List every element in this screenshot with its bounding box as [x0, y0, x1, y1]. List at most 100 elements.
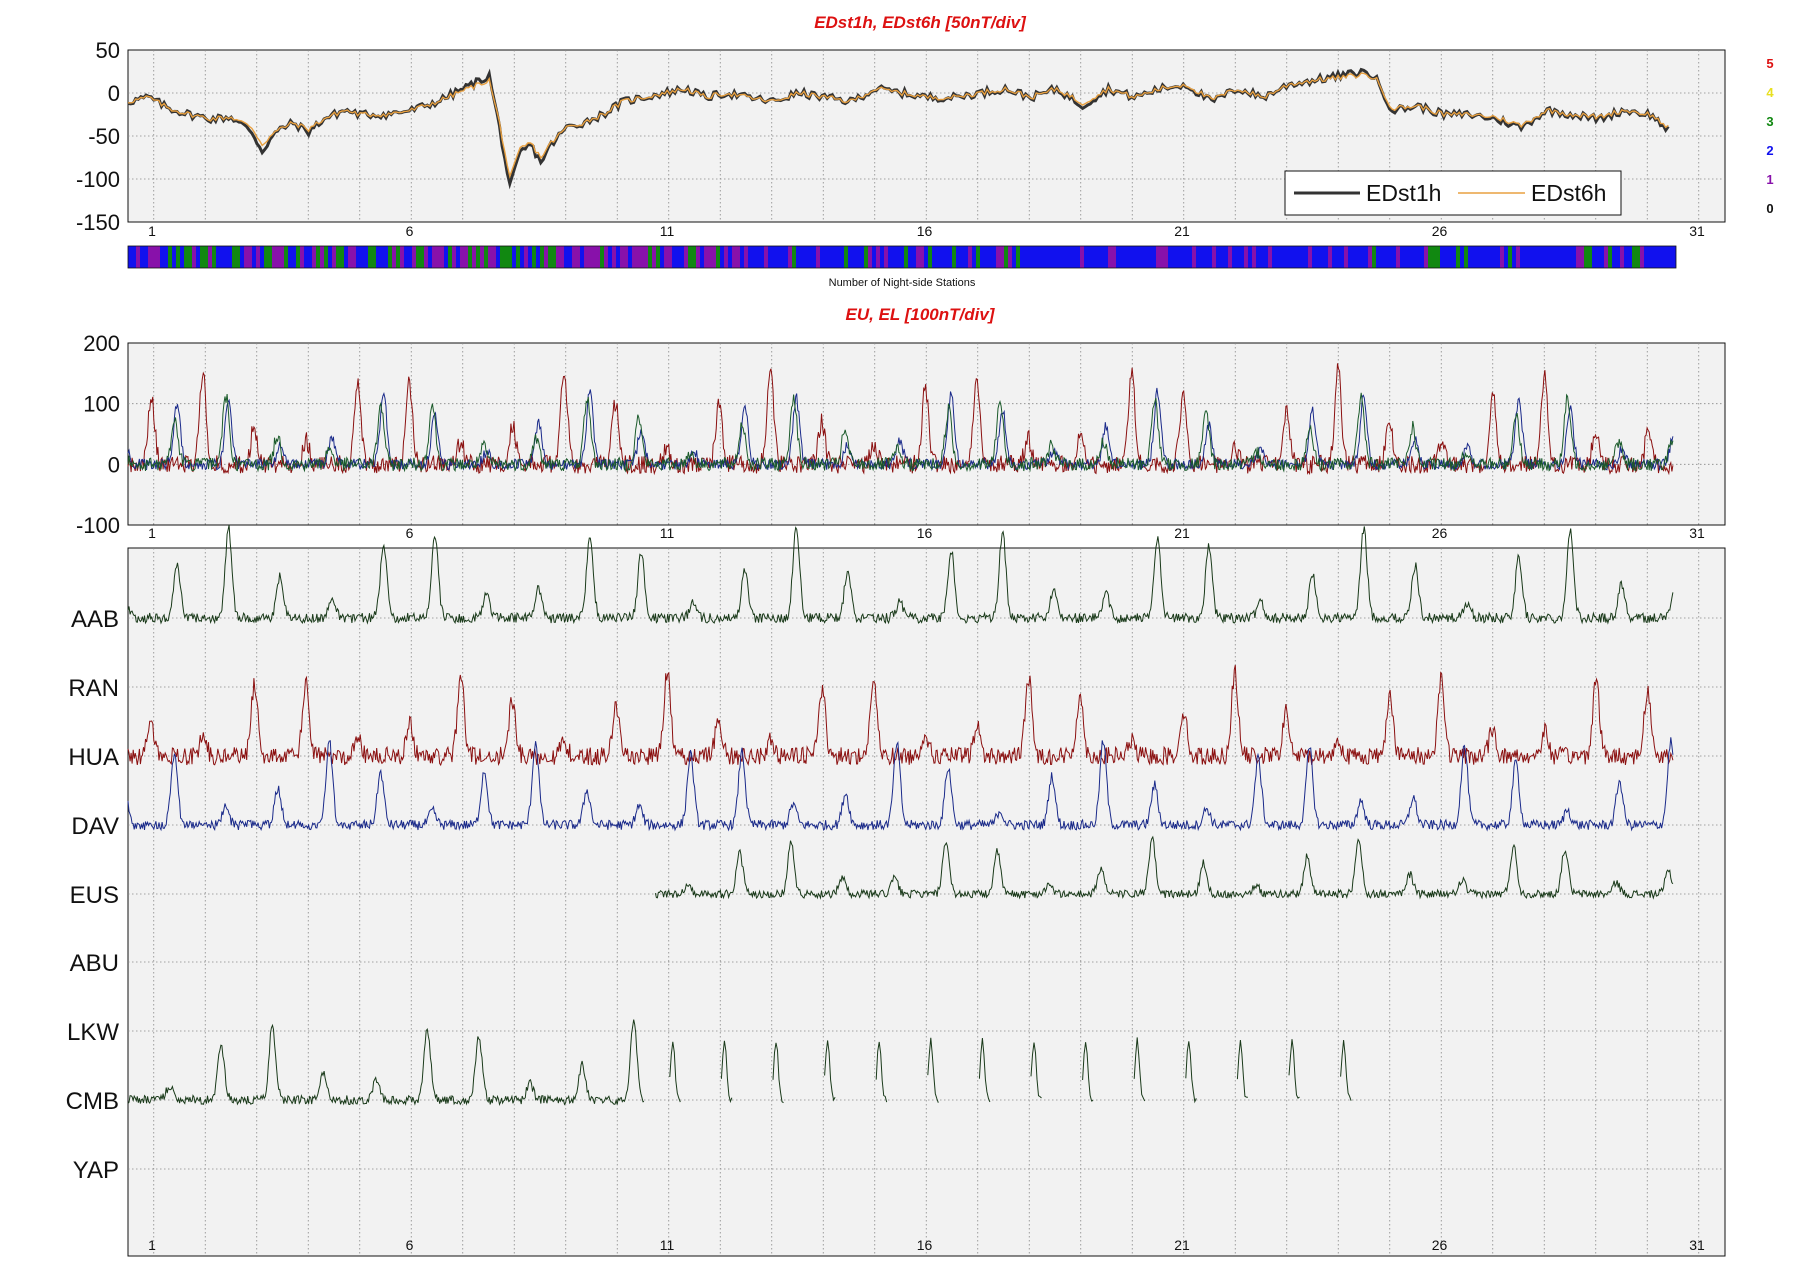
strip-cell [436, 246, 440, 268]
strip-cell [1096, 246, 1100, 268]
strip-cell [628, 246, 632, 268]
strip-cell [964, 246, 968, 268]
strip-cell [1380, 246, 1384, 268]
strip-cell [1244, 246, 1248, 268]
strip-cell [864, 246, 868, 268]
strip-cell [916, 246, 920, 268]
eu-el-series-line [127, 387, 1674, 472]
strip-cell [1008, 246, 1012, 268]
strip-cell [1432, 246, 1436, 268]
strip-cell [324, 246, 328, 268]
strip-cell [376, 246, 380, 268]
strip-cell [1628, 246, 1632, 268]
strip-cell [1580, 246, 1584, 268]
strip-cell [832, 246, 836, 268]
strip-cell [1276, 246, 1280, 268]
strip-cell [420, 246, 424, 268]
y-tick-label: 100 [83, 392, 120, 417]
strip-cell [504, 246, 508, 268]
x-tick-label: 1 [148, 525, 156, 541]
strip-cell [1428, 246, 1432, 268]
strip-cell [132, 246, 136, 268]
strip-cell [1232, 246, 1236, 268]
strip-cell [1564, 246, 1568, 268]
strip-cell [972, 246, 976, 268]
strip-cell [1136, 246, 1140, 268]
strip-cell [284, 246, 288, 268]
strip-cell [1180, 246, 1184, 268]
strip-cell [216, 246, 220, 268]
strip-cell [1488, 246, 1492, 268]
strip-cell [852, 246, 856, 268]
station-trace [127, 1019, 645, 1107]
strip-cell [164, 246, 168, 268]
strip-cell [308, 246, 312, 268]
strip-cell [1552, 246, 1556, 268]
station-trace [127, 664, 1674, 767]
strip-cell [1520, 246, 1524, 268]
strip-cell [556, 246, 560, 268]
strip-cell [656, 246, 660, 268]
strip-cell [1632, 246, 1636, 268]
strip-cell [704, 246, 708, 268]
strip-cell [888, 246, 892, 268]
strip-cell [1268, 246, 1272, 268]
strip-cell [1648, 246, 1652, 268]
station-label: CMB [66, 1088, 119, 1115]
strip-cell [312, 246, 316, 268]
strip-cell [1192, 246, 1196, 268]
strip-cell [760, 246, 764, 268]
x-tick-label: 1 [148, 1237, 156, 1253]
strip-cell [1264, 246, 1268, 268]
strip-cell [768, 246, 772, 268]
strip-cell [1336, 246, 1340, 268]
strip-cell [148, 246, 152, 268]
strip-cell [684, 246, 688, 268]
strip-cell [452, 246, 456, 268]
strip-cell [408, 246, 412, 268]
strip-cell [1568, 246, 1572, 268]
strip-cell [528, 246, 532, 268]
strip-cell [1152, 246, 1156, 268]
strip-cell [188, 246, 192, 268]
x-tick-label: 31 [1689, 223, 1705, 239]
x-tick-label: 1 [148, 223, 156, 239]
strip-cell [532, 246, 536, 268]
strip-cell [516, 246, 520, 268]
strip-cell [1504, 246, 1508, 268]
strip-cell [1468, 246, 1472, 268]
strip-cell [140, 246, 144, 268]
strip-cell [1228, 246, 1232, 268]
strip-cell [596, 246, 600, 268]
strip-cell [236, 246, 240, 268]
strip-cell [1528, 246, 1532, 268]
strip-cell [764, 246, 768, 268]
x-tick-label: 21 [1174, 1237, 1190, 1253]
strip-cell [1040, 246, 1044, 268]
x-tick-label: 31 [1689, 525, 1705, 541]
strip-cell [1624, 246, 1628, 268]
strip-cell [248, 246, 252, 268]
strip-cell [184, 246, 188, 268]
strip-cell [1548, 246, 1552, 268]
strip-cell [1200, 246, 1204, 268]
strip-cell [1448, 246, 1452, 268]
strip-cell [700, 246, 704, 268]
strip-cell [1304, 246, 1308, 268]
strip-cell [444, 246, 448, 268]
strip-cell [680, 246, 684, 268]
strip-cell [356, 246, 360, 268]
strip-cell [1600, 246, 1604, 268]
strip-cell [500, 246, 504, 268]
strip-cell [1140, 246, 1144, 268]
strip-cell [752, 246, 756, 268]
strip-cell [1068, 246, 1072, 268]
strip-cell [1668, 246, 1672, 268]
strip-cell [1584, 246, 1588, 268]
strip-cell [1000, 246, 1004, 268]
strip-cell [456, 246, 460, 268]
edst-title: EDst1h, EDst6h [50nT/div] [814, 13, 1027, 32]
strip-cell [772, 246, 776, 268]
